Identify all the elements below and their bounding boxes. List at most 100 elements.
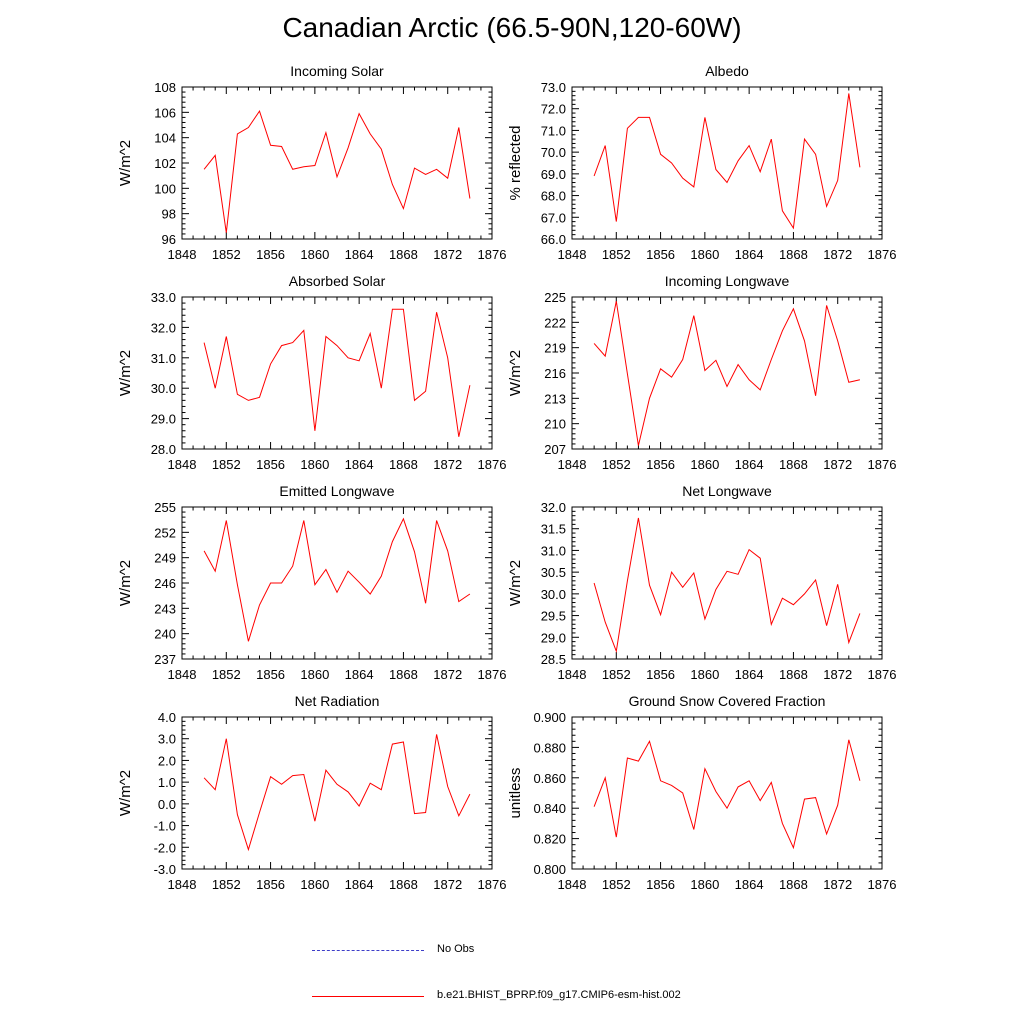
y-tick-label: -1.0 [154,819,176,834]
y-tick-label: 29.0 [541,630,566,645]
panel-title: Albedo [705,63,749,79]
x-tick-label: 1860 [300,457,329,472]
panel-title: Absorbed Solar [289,273,386,289]
x-tick-label: 1852 [212,457,241,472]
y-tick-label: 28.0 [151,442,176,457]
plot-frame [571,716,883,870]
x-tick-label: 1856 [646,457,675,472]
y-axis-label: W/m^2 [117,350,134,396]
y-tick-label: 30.0 [151,381,176,396]
series-line [593,93,861,230]
y-tick-label: 2.0 [158,753,176,768]
y-tick-label: 31.0 [541,543,566,558]
x-tick-label: 1872 [433,667,462,682]
y-tick-label: 0.840 [533,801,566,816]
x-tick-label: 1848 [558,667,587,682]
y-tick-label: 104 [154,131,176,146]
y-tick-label: 255 [154,500,176,515]
y-tick-label: 28.5 [541,652,566,667]
x-tick-label: 1868 [779,457,808,472]
y-tick-label: 31.0 [151,351,176,366]
y-tick-label: 243 [154,601,176,616]
y-tick-label: 31.5 [541,522,566,537]
y-tick-label: 0.0 [158,797,176,812]
x-tick-label: 1864 [345,667,374,682]
y-tick-label: 222 [544,315,566,330]
series-line [203,734,471,852]
x-tick-label: 1868 [389,877,418,892]
x-tick-label: 1876 [868,667,897,682]
y-tick-label: 216 [544,366,566,381]
y-tick-label: 0.880 [533,740,566,755]
plot-frame [571,296,883,450]
figure-title: Canadian Arctic (66.5-90N,120-60W) [282,12,742,43]
y-tick-label: 30.5 [541,565,566,580]
x-tick-label: 1848 [168,247,197,262]
x-tick-label: 1876 [478,457,507,472]
y-tick-label: 33.0 [151,290,176,305]
y-tick-label: 225 [544,290,566,305]
x-tick-label: 1860 [300,247,329,262]
y-tick-label: 252 [154,525,176,540]
chart-panel-4: 1848 1852 1856 1860 1864 1868 1872 1876 207 210 21… [507,273,896,472]
y-axis-label: W/m^2 [117,770,134,816]
y-tick-label: 30.0 [541,587,566,602]
y-axis-label: W/m^2 [507,350,524,396]
x-tick-label: 1860 [690,457,719,472]
y-tick-label: 246 [154,576,176,591]
x-tick-label: 1860 [690,667,719,682]
y-tick-label: 237 [154,652,176,667]
y-tick-label: 32.0 [151,320,176,335]
panel-title: Emitted Longwave [279,483,394,499]
y-tick-label: 240 [154,627,176,642]
y-tick-label: 69.0 [541,167,566,182]
series-line [593,517,861,654]
x-tick-label: 1856 [256,877,285,892]
y-axis-label: W/m^2 [507,560,524,606]
y-tick-label: 213 [544,391,566,406]
y-tick-label: 68.0 [541,189,566,204]
x-tick-label: 1852 [212,877,241,892]
x-tick-label: 1876 [868,877,897,892]
series-line [203,517,471,642]
x-tick-label: 1864 [735,667,764,682]
panel-title: Incoming Solar [290,63,384,79]
x-tick-label: 1860 [300,877,329,892]
chart-panel-8: 1848 1852 1856 1860 1864 1868 1872 1876 0.800 0.8… [507,693,896,892]
y-axis-label: unitless [507,768,524,819]
panel-title: Net Longwave [682,483,772,499]
legend-entry-model: b.e21.BHIST_BPRP.f09_g17.CMIP6-esm-hist.… [312,989,732,1005]
panel-title: Incoming Longwave [665,273,790,289]
chart-panel-1: 1848 1852 1856 1860 1864 1868 1872 1876 96 98 100 1… [117,63,506,262]
x-tick-label: 1868 [779,247,808,262]
y-tick-label: 0.800 [533,862,566,877]
series-line [593,739,861,850]
plot-frame [181,716,493,870]
chart-panel-2: 1848 1852 1856 1860 1864 1868 1872 1876 66.0 67.0… [507,63,896,262]
x-tick-label: 1860 [690,247,719,262]
y-tick-label: 4.0 [158,710,176,725]
y-tick-label: 3.0 [158,732,176,747]
x-tick-label: 1856 [646,247,675,262]
y-tick-label: 102 [154,156,176,171]
y-tick-label: 219 [544,341,566,356]
x-tick-label: 1852 [602,877,631,892]
series-line [593,301,861,446]
x-tick-label: 1872 [823,667,852,682]
x-tick-label: 1848 [558,877,587,892]
x-tick-label: 1868 [779,667,808,682]
x-tick-label: 1856 [256,667,285,682]
x-tick-label: 1868 [389,247,418,262]
x-tick-label: 1856 [256,457,285,472]
x-tick-label: 1876 [478,877,507,892]
legend-model-label: b.e21.BHIST_BPRP.f09_g17.CMIP6-esm-hist.… [437,989,681,1001]
chart-panel-3: 1848 1852 1856 1860 1864 1868 1872 1876 28.0 29.0… [117,273,506,472]
y-tick-label: 29.5 [541,609,566,624]
y-tick-label: 106 [154,105,176,120]
x-tick-label: 1872 [823,877,852,892]
x-tick-label: 1864 [735,877,764,892]
x-tick-label: 1852 [602,667,631,682]
x-tick-label: 1876 [868,457,897,472]
plot-frame [181,296,493,450]
